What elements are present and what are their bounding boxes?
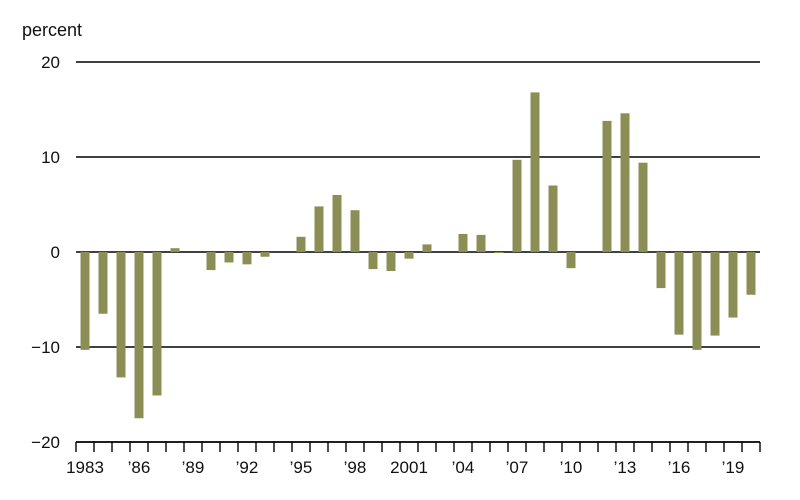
- y-tick-label: 20: [41, 53, 60, 72]
- bar: [134, 252, 144, 419]
- bar: [80, 252, 90, 350]
- x-tick-label: ’19: [722, 458, 745, 477]
- bar: [512, 159, 522, 252]
- bar: [746, 252, 756, 295]
- x-axis: 1983 ’86 ’89 ’92 ’95 ’98 2001 ’04 ’07 ’10 ’13 ’16 ’1…: [66, 441, 761, 477]
- x-tick-label: ’13: [614, 458, 637, 477]
- bar: [350, 210, 360, 252]
- y-tick-label: 0: [51, 243, 60, 262]
- x-tick-label: ’98: [344, 458, 367, 477]
- bar: [386, 252, 396, 271]
- y-axis-unit-label: percent: [22, 20, 82, 40]
- x-tick-label: ’10: [560, 458, 583, 477]
- bar: [296, 236, 306, 252]
- bar: [530, 92, 540, 253]
- x-tick-label: ’86: [128, 458, 151, 477]
- bar: [332, 195, 342, 252]
- x-tick-label: ’07: [506, 458, 529, 477]
- bar: [152, 252, 162, 396]
- bar: [620, 113, 630, 252]
- bar: [692, 252, 702, 350]
- x-tick-label: ’89: [182, 458, 205, 477]
- bar: [260, 252, 270, 257]
- bar: [224, 252, 234, 263]
- bar: [170, 248, 180, 252]
- bar: [422, 244, 432, 252]
- bars: [80, 92, 756, 419]
- x-tick-label: ’04: [452, 458, 475, 477]
- y-tick-label: 10: [41, 148, 60, 167]
- bar: [458, 233, 468, 252]
- x-tick-label: 2001: [390, 458, 428, 477]
- bar: [404, 252, 414, 259]
- y-tick-label: −10: [31, 338, 60, 357]
- bar: [368, 252, 378, 270]
- bar: [710, 252, 720, 336]
- bar: [98, 252, 108, 314]
- bar: [116, 252, 126, 378]
- bar: [566, 252, 576, 269]
- bar: [242, 252, 252, 265]
- bar: [494, 252, 504, 253]
- bar: [548, 185, 558, 252]
- bar: [674, 252, 684, 335]
- bar: [602, 120, 612, 253]
- y-tick-label: −20: [31, 433, 60, 452]
- bar: [638, 162, 648, 252]
- x-tick-label: ’16: [668, 458, 691, 477]
- bar: [476, 234, 486, 252]
- x-tick-label: ’95: [290, 458, 313, 477]
- bar: [206, 252, 216, 271]
- x-tick-label: ’92: [236, 458, 259, 477]
- bar: [656, 252, 666, 289]
- bar: [314, 206, 324, 252]
- bar: [728, 252, 738, 318]
- x-tick-label: 1983: [66, 458, 104, 477]
- y-tick-labels: 20 10 0 −10 −20: [31, 53, 60, 452]
